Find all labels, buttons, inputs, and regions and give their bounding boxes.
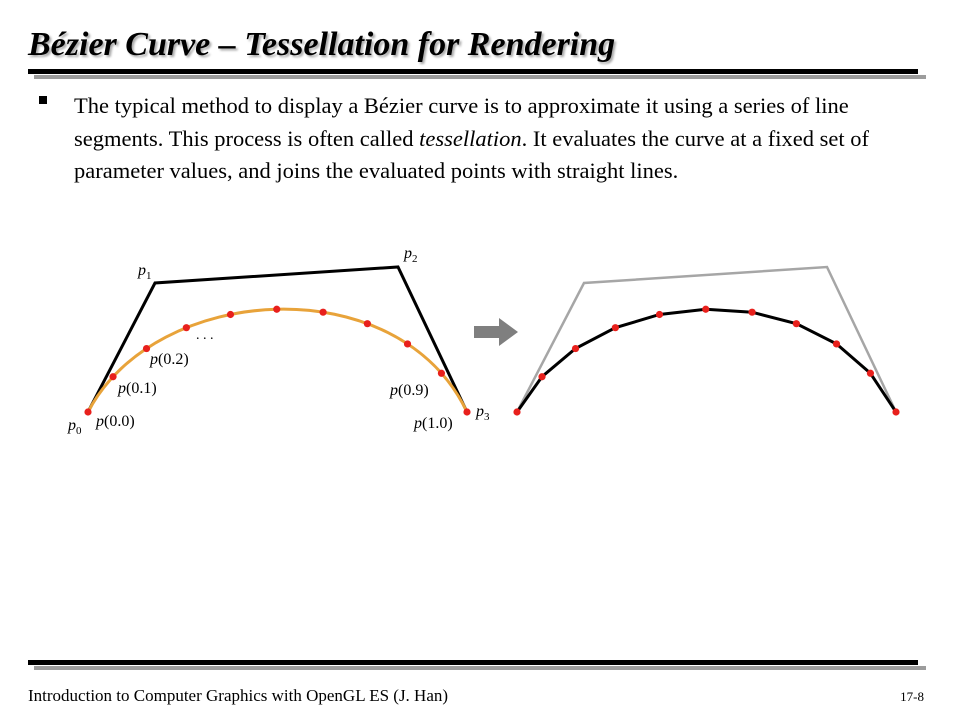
title-rule-shadow — [34, 75, 926, 79]
label-t00: p(0.0) — [95, 413, 135, 430]
control-polygon-faded — [515, 265, 898, 413]
page-number: 17-8 — [900, 689, 924, 704]
label-t02: p(0.2) — [149, 351, 189, 368]
sample-point-right-2 — [571, 344, 580, 353]
sample-point-left-9 — [437, 369, 446, 377]
bullet-square-icon — [39, 96, 47, 104]
label-t01: p(0.1) — [117, 380, 157, 397]
label-t09: p(0.9) — [389, 382, 429, 399]
sample-point-right-1 — [538, 373, 546, 381]
ellipsis-label: . . . — [196, 328, 214, 343]
sample-point-right-8 — [832, 340, 841, 348]
sample-point-right-10 — [892, 408, 900, 416]
tessellated-segments — [515, 307, 898, 413]
sample-point-left-3 — [182, 324, 190, 332]
sample-point-left-4 — [226, 310, 235, 319]
left-figure: p1 p2 p0 p3 p(0.0) p(0.1) p(0.2) p(0.9) … — [67, 245, 490, 437]
sample-point-left-10 — [463, 408, 471, 416]
sample-point-right-5 — [702, 305, 710, 313]
sample-point-left-6 — [319, 308, 327, 316]
label-p1: p1 — [137, 262, 152, 282]
sample-point-left-7 — [363, 320, 371, 328]
sample-point-right-9 — [866, 369, 875, 377]
sample-point-right-4 — [655, 310, 664, 319]
bullet-text-tail: . It evaluates the curve at a fixed set … — [74, 125, 869, 184]
label-t10: p(1.0) — [413, 415, 453, 432]
bullet-text: The typical method to display a Bézier c… — [74, 90, 936, 188]
sample-point-right-7 — [792, 320, 800, 328]
left-sample-points — [84, 305, 471, 416]
sample-point-left-8 — [403, 340, 412, 348]
footer-course-title: Introduction to Computer Graphics with O… — [28, 686, 449, 705]
sample-point-right-3 — [611, 324, 619, 332]
control-polygon — [86, 265, 469, 413]
slide-title: Bézier Curve – Tessellation for Renderin… — [28, 26, 616, 63]
bullet-text-lead: The typical method to display a Bézier c… — [74, 93, 849, 151]
footer-rule — [28, 660, 918, 665]
label-p2: p2 — [403, 245, 418, 265]
sample-point-left-5 — [273, 305, 281, 313]
right-sample-points — [513, 305, 900, 416]
label-p0: p0 — [67, 417, 82, 437]
footer-rule-shadow — [34, 666, 926, 670]
sample-point-left-1 — [109, 373, 117, 381]
bullet-text-emphasis: tessellation — [419, 125, 522, 151]
title-rule — [28, 69, 918, 74]
transform-arrow-icon — [474, 318, 518, 346]
sample-point-left-0 — [84, 408, 92, 416]
right-figure — [513, 265, 900, 416]
label-p3: p3 — [475, 403, 490, 423]
sample-point-right-0 — [513, 408, 521, 416]
sample-point-right-6 — [748, 308, 756, 316]
sample-point-left-2 — [142, 344, 151, 353]
